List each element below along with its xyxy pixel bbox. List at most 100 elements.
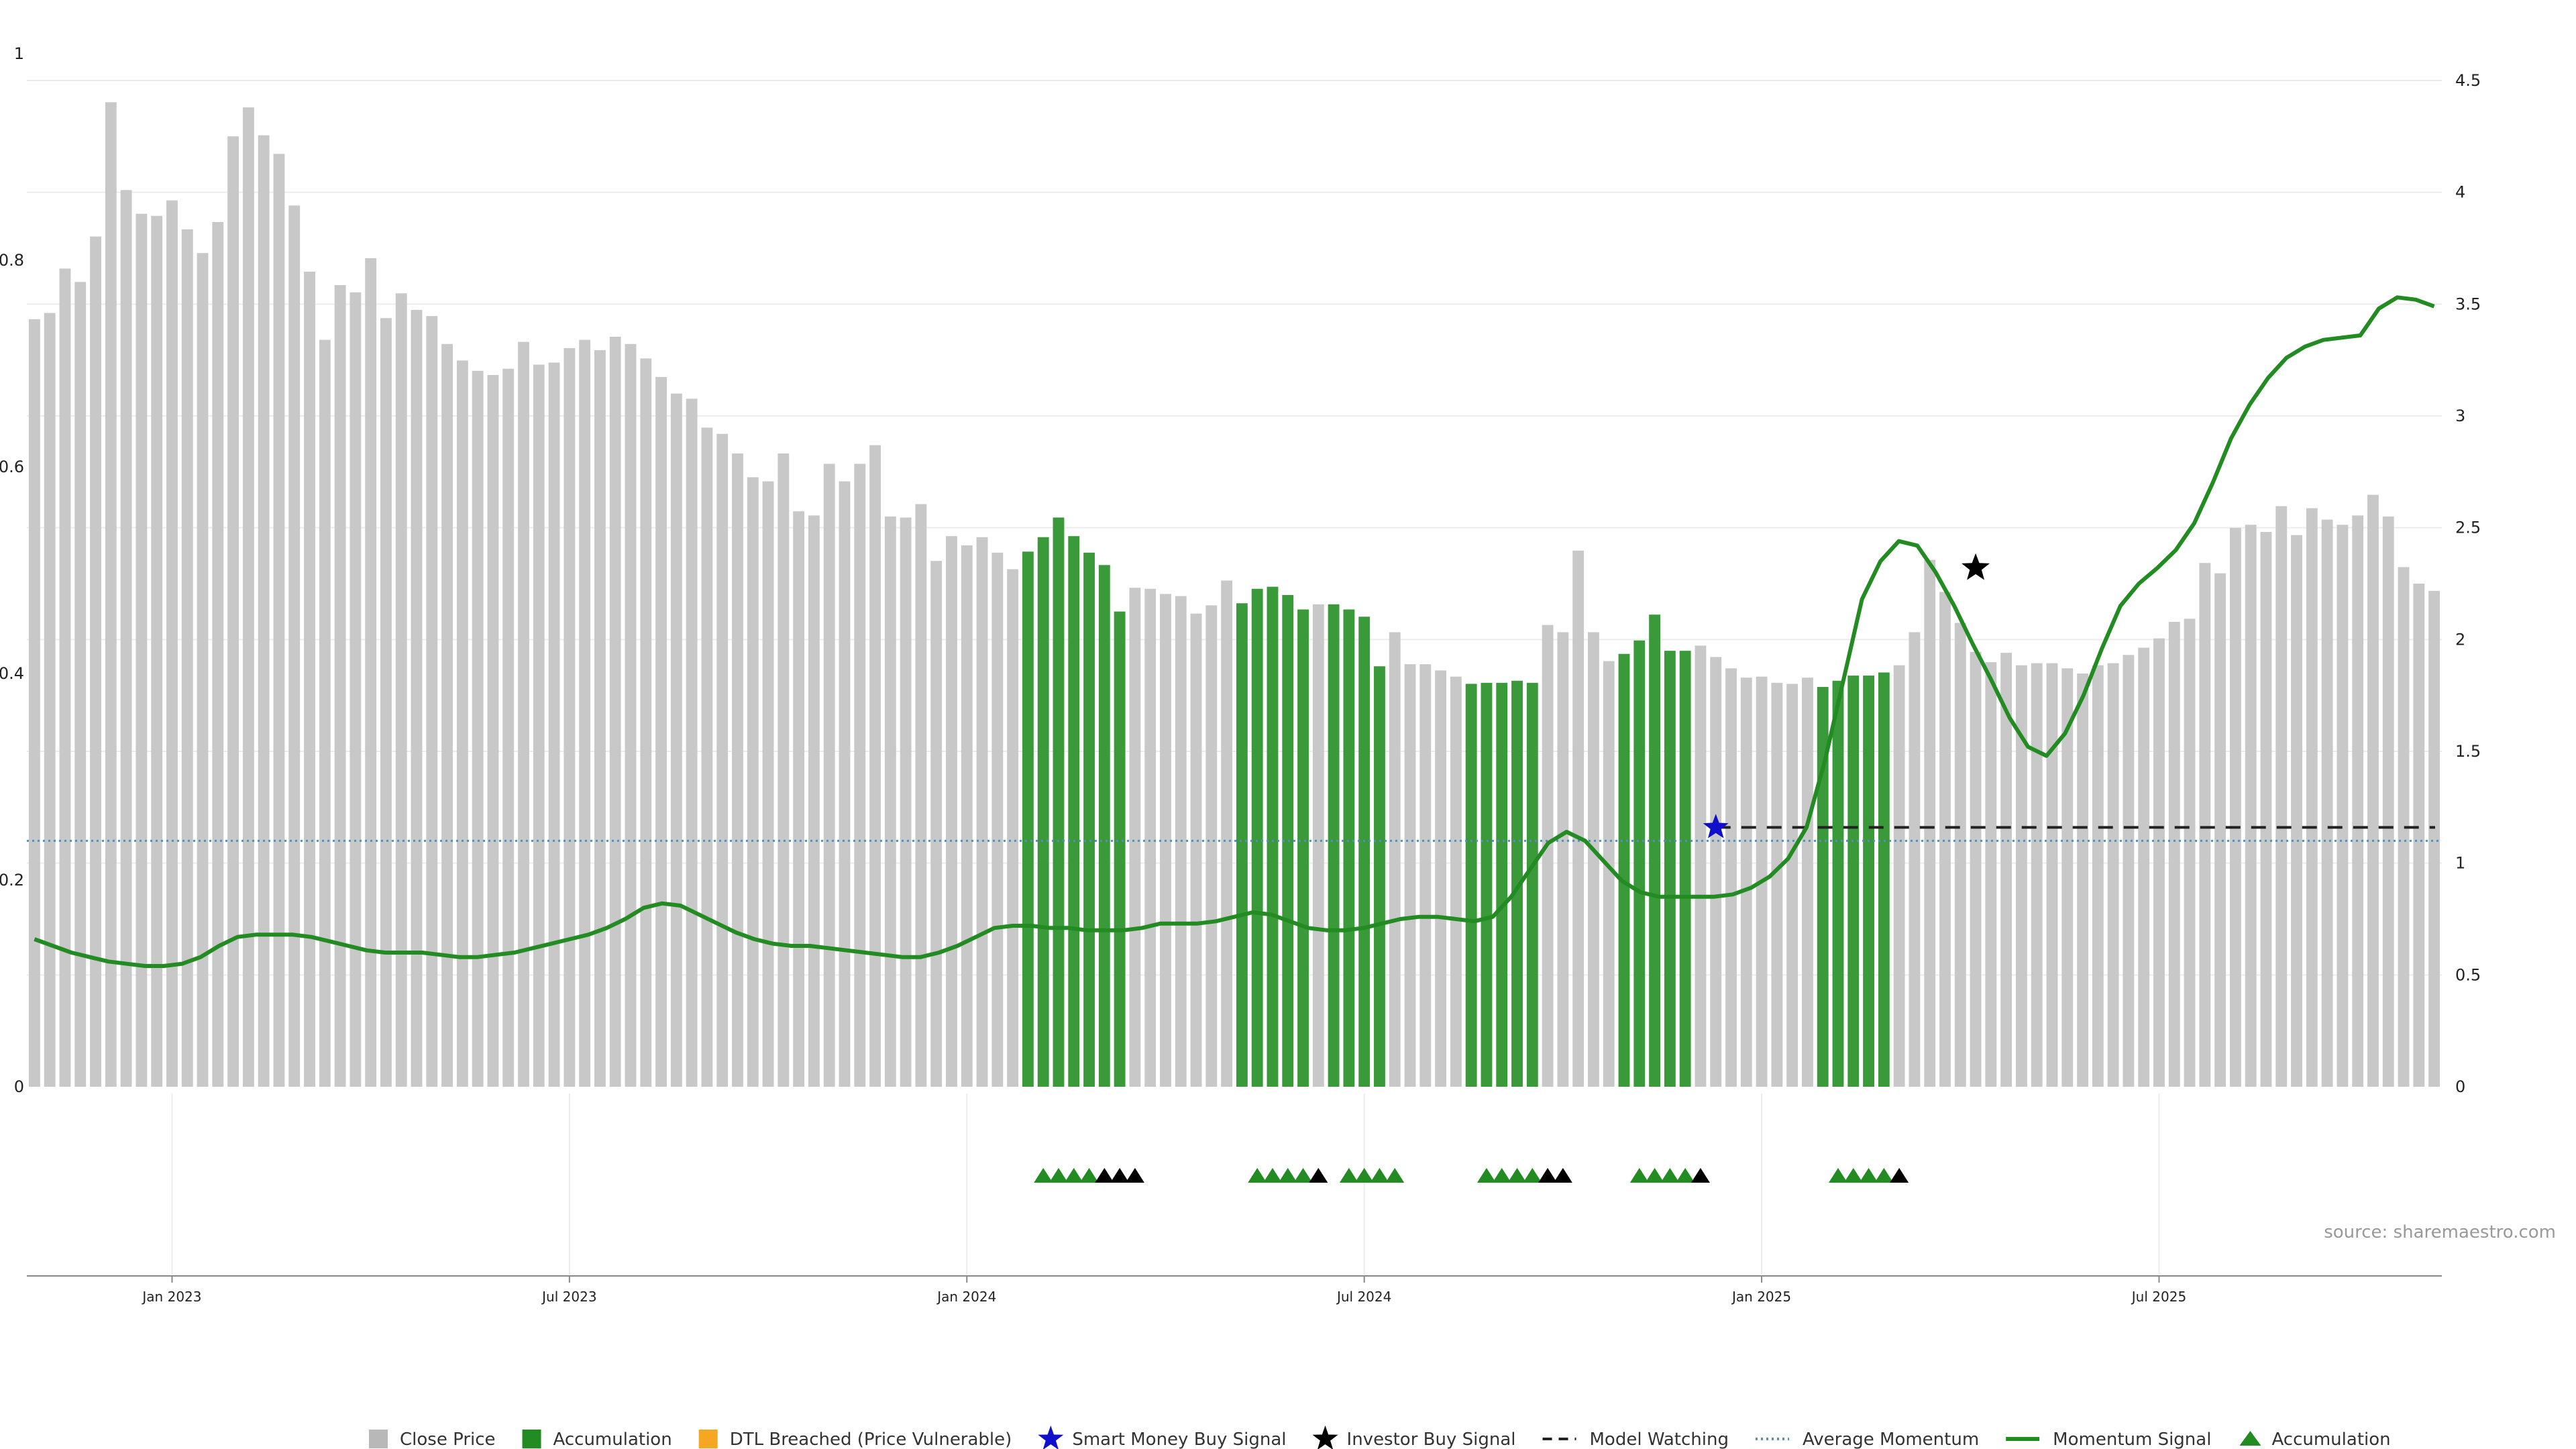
close-price-bar (640, 358, 652, 1087)
close-price-bar (2260, 532, 2272, 1087)
close-price-bar (1603, 661, 1615, 1087)
accumulation-triangle (1339, 1168, 1358, 1183)
close-price-bar (166, 200, 178, 1087)
close-price-bar (2337, 525, 2349, 1087)
close-price-bar (1190, 613, 1202, 1087)
accumulation-triangle (1660, 1168, 1680, 1183)
close-price-bar (28, 319, 40, 1087)
legend-label: DTL Breached (Price Vulnerable) (730, 1430, 1012, 1449)
close-price-bar (732, 453, 743, 1087)
y-left-tick-label: 0.6 (0, 458, 24, 476)
close-price-bar (2153, 638, 2165, 1087)
close-price-bar (90, 236, 101, 1087)
accumulation-bar (1465, 684, 1477, 1087)
close-price-bar (2123, 655, 2135, 1087)
close-price-bar (456, 360, 468, 1087)
close-price-bar (2077, 674, 2088, 1087)
legend-item-smart: Smart Money Buy Signal (1038, 1426, 1287, 1449)
x-tick-label: Jul 2025 (2131, 1289, 2186, 1305)
investor-buy-star (1962, 553, 1990, 580)
close-price-bar (548, 362, 560, 1087)
accumulation-triangles (1034, 1168, 1909, 1183)
accumulation-bar (1649, 614, 1661, 1087)
y-left-tick-label: 0.2 (0, 871, 24, 890)
legend-item-close: Close Price (369, 1430, 496, 1449)
close-price-bar (197, 253, 209, 1087)
y-left-tick-label: 0.4 (0, 664, 24, 683)
legend-label: Close Price (400, 1430, 496, 1449)
close-price-bar (854, 464, 866, 1087)
close-price-bar (518, 341, 529, 1087)
axes: 0 0.2 0.4 0.6 0.8 1 0 0.5 1 1.5 2 2.5 3 3.5 4 4.5 Jan 20… (0, 44, 2481, 1305)
accumulation-triangle (1079, 1168, 1099, 1183)
accumulation-triangle (1293, 1168, 1313, 1183)
close-price-bar (1985, 662, 1997, 1087)
close-price-bar (2214, 573, 2226, 1087)
legend-item-acc_tri: Accumulation (2239, 1430, 2391, 1449)
close-price-bar (334, 284, 346, 1087)
y-right-tick-label: 3.5 (2455, 294, 2481, 313)
legend: Close Price Accumulation DTL Breached (Pri… (369, 1426, 2391, 1449)
close-price-bar (2107, 663, 2119, 1087)
legend-item-mom: Momentum Signal (2006, 1430, 2211, 1449)
legend-label: Model Watching (1590, 1430, 1729, 1449)
close-price-bar (181, 229, 193, 1087)
accumulation-triangle (1248, 1168, 1267, 1183)
close-price-bar (793, 511, 805, 1087)
close-price-bar (777, 453, 790, 1087)
close-price-bar (1710, 657, 1722, 1087)
close-price-bar (579, 339, 591, 1087)
source-label: source: sharemaestro.com (2324, 1222, 2556, 1242)
close-price-bar (1970, 651, 1982, 1087)
close-price-bar (1740, 678, 1752, 1087)
x-tick-label: Jan 2023 (141, 1289, 201, 1305)
close-price-bar (884, 516, 896, 1087)
accumulation-bar (1251, 588, 1263, 1087)
close-price-bar (1007, 569, 1019, 1087)
close-price-bar (2092, 665, 2104, 1087)
legend-label: Accumulation (553, 1430, 672, 1449)
close-price-bar (2061, 668, 2074, 1087)
close-price-bar (1802, 678, 1813, 1087)
accumulation-triangle (1354, 1168, 1374, 1183)
accumulation-bar (1098, 565, 1110, 1087)
close-price-bar (319, 339, 331, 1087)
accumulation-bar (1633, 640, 1646, 1087)
accumulation-triangle (1538, 1168, 1558, 1183)
close-price-bar (2275, 506, 2288, 1087)
close-price-bar (1893, 665, 1905, 1087)
accumulation-triangle (1507, 1168, 1527, 1183)
close-price-bar (961, 545, 973, 1087)
close-price-bar (1404, 664, 1416, 1087)
close-price-bar (991, 552, 1004, 1087)
close-price-bar (1312, 604, 1324, 1087)
accumulation-triangle (1629, 1168, 1649, 1183)
accumulation-bar (1511, 680, 1523, 1087)
accumulation-bar (1374, 666, 1385, 1087)
close-price-bar (762, 481, 774, 1087)
y-right-tick-label: 1 (2455, 854, 2465, 873)
accumulation-triangle (1676, 1168, 1695, 1183)
accumulation-bar (1022, 551, 1034, 1087)
accumulation-bar (1297, 609, 1309, 1087)
close-price-bar (900, 517, 912, 1087)
close-price-bar (1389, 632, 1401, 1087)
y-right-tick-label: 2.5 (2455, 519, 2481, 537)
accumulation-bar (1526, 682, 1538, 1087)
accumulation-triangle (1278, 1168, 1297, 1183)
legend-star-icon (1312, 1426, 1338, 1449)
accumulation-bar (1328, 604, 1340, 1087)
y-right-tick-label: 2 (2455, 630, 2465, 649)
momentum-signal-line (34, 295, 2435, 968)
close-price-bar (288, 205, 301, 1087)
close-price-bar (2306, 508, 2318, 1087)
x-tick-label: Jul 2024 (1336, 1289, 1391, 1305)
close-price-bar (808, 515, 820, 1087)
close-price-bar (625, 343, 637, 1087)
y-right-tick-label: 3 (2455, 407, 2465, 425)
accumulation-triangle (1095, 1168, 1114, 1183)
accumulation-bar (1481, 682, 1493, 1087)
close-price-bar (151, 215, 163, 1087)
accumulation-triangle (1385, 1168, 1405, 1183)
